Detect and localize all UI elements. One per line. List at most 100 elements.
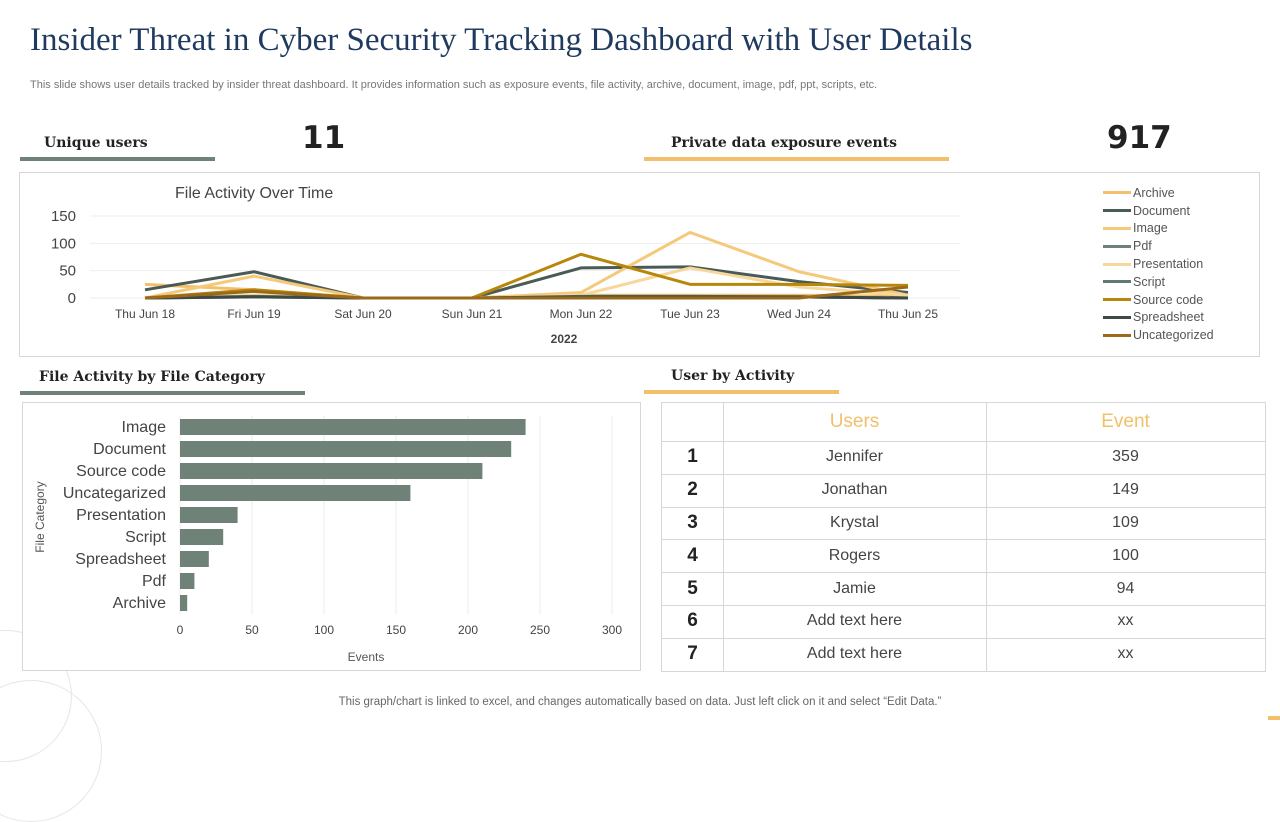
rank-cell: 4	[687, 544, 698, 566]
bar-archive	[180, 595, 188, 611]
category-label: Spreadsheet	[75, 551, 166, 568]
x-tick-label: Thu Jun 25	[878, 307, 938, 321]
bar-presentation	[180, 507, 238, 523]
legend-item: Spreadsheet	[1103, 309, 1214, 327]
category-label: Uncategarized	[63, 485, 166, 502]
series-line-image	[144, 230, 909, 300]
x-tick-label: Tue Jun 23	[660, 307, 720, 321]
table-row: 1 Jennifer 359	[662, 441, 1265, 475]
rank-cell: 1	[687, 446, 698, 468]
x-axis-label: 2022	[551, 332, 578, 346]
x-tick-label: 300	[602, 623, 622, 637]
table-row: 7 Add text here xx	[662, 638, 1265, 671]
legend-label: Source code	[1133, 292, 1204, 307]
bar-spreadsheet	[180, 551, 209, 567]
legend-item: Pdf	[1103, 237, 1214, 255]
x-tick-label: Sun Jun 21	[442, 307, 503, 321]
x-tick-label: Sat Jun 20	[334, 307, 392, 321]
rank-cell: 6	[687, 610, 698, 632]
file-activity-line-chart: File Activity Over Time 0 50 100 150 Thu Jun …	[51, 185, 960, 346]
file-category-underline	[20, 391, 305, 395]
rank-cell: 5	[687, 577, 698, 599]
x-tick-label: 100	[314, 623, 334, 637]
y-tick-label: 0	[68, 290, 76, 307]
user-cell: Jamie	[833, 579, 876, 597]
user-cell: Rogers	[828, 546, 881, 564]
table-divider	[986, 403, 987, 671]
bar-pdf	[180, 573, 195, 589]
file-category-section-label: File Activity by File Category	[39, 369, 265, 385]
legend-swatch	[1103, 298, 1131, 302]
legend-item: Image	[1103, 220, 1214, 238]
category-label: Script	[125, 529, 166, 546]
line-chart-title: File Activity Over Time	[175, 185, 333, 202]
user-cell: Krystal	[830, 513, 879, 531]
event-cell: 94	[1116, 579, 1135, 597]
bar-document	[180, 441, 512, 457]
table-row: 2 Jonathan 149	[662, 474, 1265, 508]
legend-item: Uncategorized	[1103, 326, 1214, 344]
event-cell: 100	[1112, 546, 1139, 564]
legend-label: Archive	[1133, 185, 1175, 200]
y-tick-label: 50	[59, 263, 76, 280]
x-tick-label: Wed Jun 24	[767, 307, 831, 321]
legend-swatch	[1103, 209, 1131, 213]
page-subtitle: This slide shows user details tracked by…	[30, 79, 878, 91]
legend-item: Presentation	[1103, 255, 1214, 273]
table-row: 4 Rogers 100	[662, 539, 1265, 574]
event-cell: xx	[1117, 645, 1134, 663]
legend-swatch	[1103, 244, 1131, 248]
x-tick-label: Mon Jun 22	[550, 307, 613, 321]
legend-swatch	[1103, 226, 1131, 230]
user-activity-section-label: User by Activity	[671, 368, 795, 384]
event-cell: 359	[1112, 448, 1139, 466]
user-cell: Add text here	[806, 645, 903, 663]
legend-label: Uncategorized	[1133, 328, 1214, 343]
legend-swatch	[1103, 315, 1131, 319]
x-tick-label: 0	[177, 623, 184, 637]
event-cell: 109	[1112, 513, 1139, 531]
legend-label: Spreadsheet	[1133, 310, 1204, 325]
user-cell: Jennifer	[826, 448, 883, 466]
header-event: Event	[1101, 411, 1150, 432]
line-chart-panel	[19, 172, 1260, 357]
legend-swatch	[1103, 191, 1131, 195]
legend-item: Source code	[1103, 291, 1214, 309]
footer-note: This graph/chart is linked to excel, and…	[338, 696, 942, 708]
category-label: Image	[122, 419, 167, 436]
table-row: 3 Krystal 109	[662, 507, 1265, 541]
legend-label: Presentation	[1133, 257, 1204, 272]
y-axis-label: File Category	[33, 481, 47, 552]
x-tick-label: 200	[458, 623, 478, 637]
legend-label: Script	[1133, 274, 1165, 289]
rank-cell: 3	[687, 511, 698, 533]
y-tick-label: 100	[51, 235, 76, 252]
category-label: Pdf	[142, 573, 167, 590]
unique-users-value: 11	[302, 120, 346, 156]
bar-script	[180, 529, 224, 545]
x-axis-label: Events	[348, 650, 385, 664]
legend-item: Script	[1103, 273, 1214, 291]
legend-item: Document	[1103, 202, 1214, 220]
line-chart-legend: Archive Document Image Pdf Presentation Scrip…	[1103, 184, 1214, 344]
rank-cell: 2	[687, 479, 698, 501]
legend-swatch	[1103, 280, 1131, 284]
x-tick-label: 250	[530, 623, 550, 637]
file-category-bar-chart: 0 50 100 150 200 250 300 Image Document Source co…	[33, 416, 622, 664]
series-line-uncategorized	[144, 285, 909, 300]
legend-label: Image	[1133, 221, 1168, 236]
event-cell: 149	[1112, 481, 1139, 499]
exposure-events-value: 917	[1107, 120, 1172, 156]
bar-source-code	[180, 463, 483, 479]
bar-uncategarized	[180, 485, 411, 501]
user-cell: Jonathan	[821, 481, 888, 499]
user-activity-underline	[644, 390, 839, 394]
table-divider	[723, 403, 724, 671]
bar-image	[180, 419, 526, 435]
corner-accent	[1268, 716, 1280, 720]
header-users: Users	[829, 411, 880, 432]
legend-label: Pdf	[1133, 239, 1152, 254]
table-row: 5 Jamie 94	[662, 572, 1265, 606]
x-tick-label: Fri Jun 19	[227, 307, 281, 321]
rank-cell: 7	[687, 643, 698, 665]
